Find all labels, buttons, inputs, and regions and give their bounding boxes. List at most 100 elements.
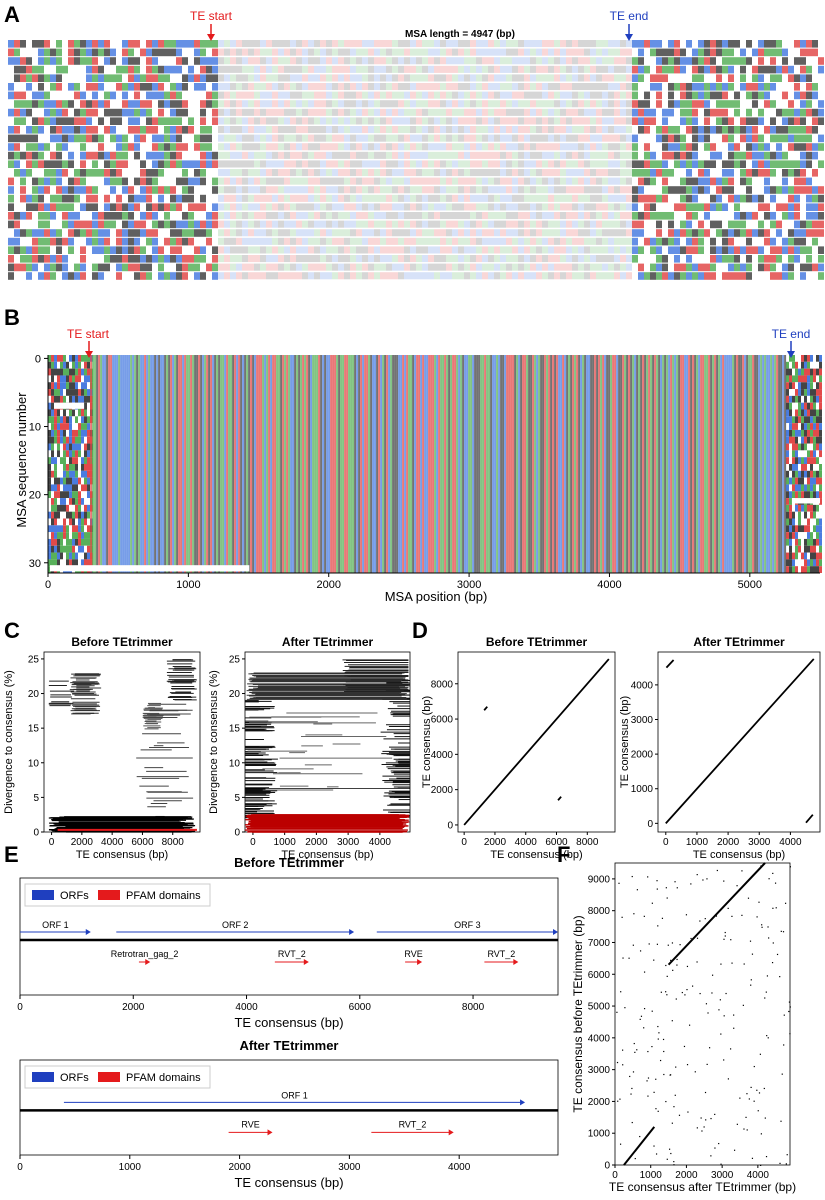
heatmap-column [366, 355, 369, 573]
msa-base-cell [458, 117, 464, 125]
msa-base-cell [104, 48, 110, 57]
msa-base-cell [518, 108, 524, 116]
msa-base-cell [788, 272, 794, 280]
msa-base-cell [554, 40, 560, 48]
msa-base-cell [206, 160, 212, 168]
msa-base-cell [50, 272, 56, 280]
msa-base-cell [764, 100, 770, 108]
msa-base-cell [56, 203, 62, 211]
msa-base-cell [614, 246, 620, 254]
heatmap-cell [75, 416, 78, 424]
msa-base-cell [776, 229, 782, 237]
msa-base-cell [488, 246, 494, 254]
msa-base-cell [152, 40, 158, 48]
heatmap-cell [72, 504, 75, 512]
heatmap-cell [87, 484, 90, 492]
msa-base-cell [308, 57, 314, 65]
msa-base-cell [692, 186, 698, 194]
heatmap-cell [57, 375, 60, 383]
te-start-arrow [85, 341, 93, 358]
heatmap-column [710, 355, 713, 573]
msa-base-cell [104, 40, 110, 48]
msa-base-cell [584, 169, 590, 177]
msa-base-cell [458, 91, 464, 99]
heatmap-cell [789, 443, 792, 451]
msa-base-cell [794, 40, 800, 48]
msa-base-cell [416, 203, 422, 211]
msa-base-cell [314, 229, 320, 237]
msa-base-cell [740, 160, 746, 168]
msa-base-cell [110, 57, 116, 65]
heatmap-cell [66, 355, 69, 362]
msa-base-cell [290, 40, 296, 48]
msa-base-cell [350, 100, 356, 108]
heatmap-cell [819, 416, 822, 424]
msa-base-cell [170, 203, 176, 211]
msa-base-cell [140, 48, 146, 57]
msa-base-cell [596, 65, 602, 73]
msa-base-cell [632, 74, 638, 82]
msa-base-cell [332, 108, 338, 116]
heatmap-cell [786, 382, 789, 390]
msa-base-cell [248, 134, 254, 142]
msa-base-cell [362, 91, 368, 99]
msa-base-cell [398, 108, 404, 116]
msa-base-cell [554, 108, 560, 116]
msa-base-cell [254, 272, 260, 280]
heatmap-column [178, 355, 181, 573]
msa-base-cell [542, 229, 548, 237]
msa-base-cell [368, 100, 374, 108]
msa-base-cell [374, 212, 380, 220]
msa-base-cell [686, 91, 692, 100]
msa-base-cell [380, 48, 386, 56]
msa-base-cell [146, 272, 152, 280]
msa-base-cell [560, 203, 566, 211]
msa-base-cell [656, 57, 662, 65]
msa-base-cell [398, 229, 404, 237]
msa-base-cell [662, 57, 668, 65]
msa-base-cell [182, 237, 188, 246]
msa-base-cell [536, 272, 542, 280]
msa-base-cell [782, 108, 788, 117]
msa-base-cell [158, 65, 164, 74]
msa-base-cell [134, 229, 140, 237]
msa-base-cell [518, 74, 524, 82]
msa-base-cell [500, 255, 506, 263]
msa-base-cell [32, 126, 38, 134]
msa-base-cell [296, 83, 302, 91]
heatmap-cell [801, 566, 804, 573]
msa-base-cell [170, 100, 176, 108]
msa-base-cell [686, 186, 692, 194]
msa-base-cell [176, 177, 182, 186]
msa-base-cell [122, 143, 128, 151]
msa-base-cell [380, 57, 386, 65]
heatmap-cell [48, 389, 51, 396]
heatmap-cell [72, 409, 75, 417]
msa-base-cell [374, 169, 380, 177]
msa-base-cell [392, 203, 398, 211]
msa-base-cell [608, 134, 614, 142]
msa-base-cell [56, 126, 62, 134]
heatmap-cell [813, 416, 816, 424]
heatmap-column [428, 355, 431, 573]
msa-base-cell [698, 100, 704, 108]
msa-base-cell [620, 40, 626, 48]
msa-base-cell [440, 65, 446, 73]
heatmap-column [136, 355, 139, 573]
heatmap-cell [789, 518, 792, 526]
msa-base-cell [320, 74, 326, 82]
msa-base-cell [452, 108, 458, 116]
msa-base-cell [314, 40, 320, 48]
msa-base-cell [218, 151, 224, 159]
msa-base-cell [686, 272, 692, 280]
msa-base-cell [632, 255, 638, 263]
msa-base-cell [500, 57, 506, 65]
msa-base-cell [578, 169, 584, 177]
heatmap-column [356, 355, 359, 573]
heatmap-cell [792, 443, 795, 451]
msa-base-cell [320, 126, 326, 134]
heatmap-cell [813, 395, 816, 403]
msa-base-cell [626, 160, 632, 168]
msa-base-cell [20, 263, 26, 272]
msa-base-cell [362, 212, 368, 220]
